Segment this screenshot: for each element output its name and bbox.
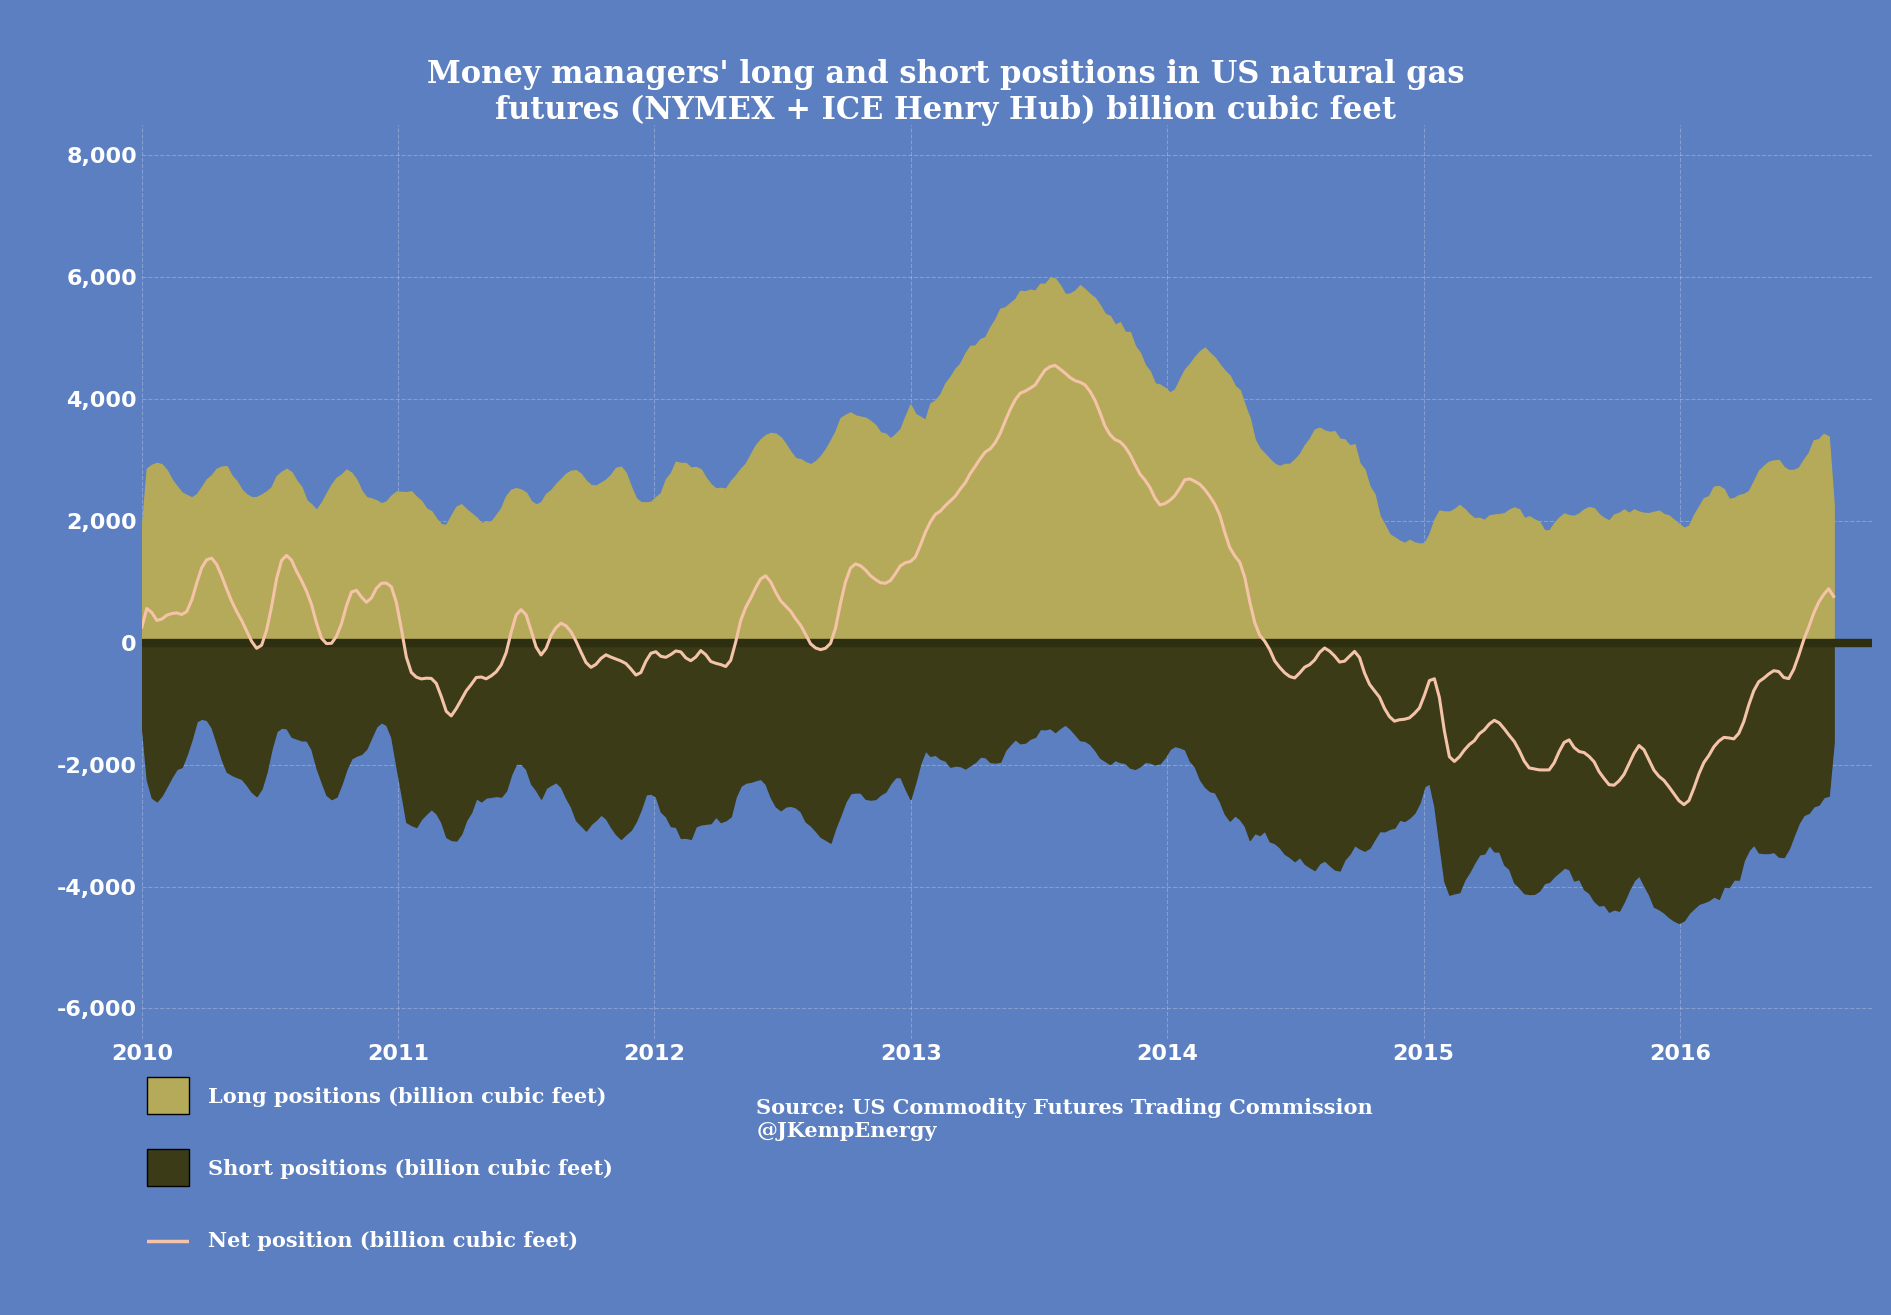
Text: Net position (billion cubic feet): Net position (billion cubic feet)	[208, 1231, 579, 1252]
Text: Source: US Commodity Futures Trading Commission
@JKempEnergy: Source: US Commodity Futures Trading Com…	[756, 1098, 1373, 1141]
Text: Short positions (billion cubic feet): Short positions (billion cubic feet)	[208, 1159, 613, 1180]
Bar	[142, 639, 1872, 647]
Text: Long positions (billion cubic feet): Long positions (billion cubic feet)	[208, 1086, 607, 1107]
Text: Money managers' long and short positions in US natural gas
futures (NYMEX + ICE : Money managers' long and short positions…	[427, 59, 1464, 126]
